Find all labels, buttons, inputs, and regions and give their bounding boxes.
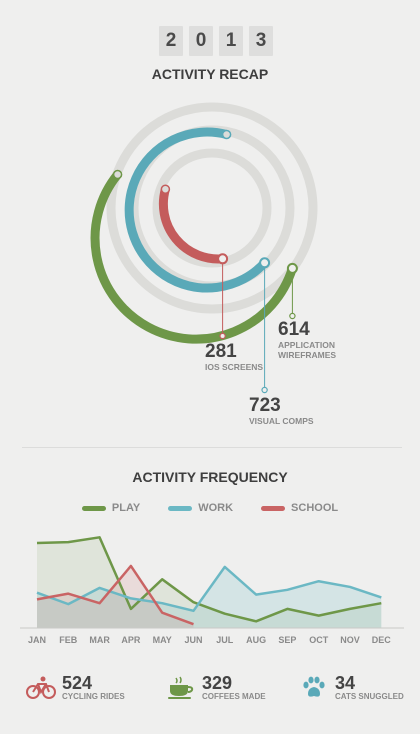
legend-label: PLAY [111, 502, 141, 514]
year-digit: 0 [189, 26, 213, 56]
stat-value: 723 [249, 395, 281, 416]
month-tick-label: AUG [246, 635, 267, 645]
leader-dot [219, 332, 226, 340]
month-tick-label: DEC [371, 635, 391, 645]
month-tick-label: FEB [59, 635, 78, 645]
ring-end-dot [286, 262, 298, 274]
footer-label: CATS SNUGGLED [335, 692, 404, 701]
legend-swatch [81, 505, 106, 511]
year-digit: 2 [159, 26, 183, 56]
ring-progress-play [90, 171, 297, 344]
legend-swatch [168, 505, 193, 511]
legend-item-work: WORK [168, 502, 233, 514]
month-tick-label: SEP [278, 635, 297, 645]
activity-frequency-title: ACTIVITY FREQUENCY [132, 469, 288, 485]
series-line-play [36, 536, 382, 623]
activity-recap-title: ACTIVITY RECAP [151, 66, 269, 82]
stat-visual-comps: 723 VISUAL COMPS [249, 395, 314, 427]
legend-label: WORK [198, 502, 234, 514]
year-digit: 1 [219, 26, 243, 56]
year-display: 2 0 1 3 [159, 26, 273, 56]
stat-value: 614 [278, 319, 310, 340]
leader-dot [261, 386, 268, 394]
stat-ios-screens: 281 IOS SCREENS [205, 341, 264, 373]
stat-label: APPLICATION [278, 340, 335, 350]
legend-label: SCHOOL [291, 502, 339, 514]
ring-start-dot [160, 184, 171, 194]
ring-progress-school [158, 187, 223, 264]
activity-rings [90, 102, 318, 394]
coffee-cup-icon [166, 675, 196, 701]
footer-stat-coffee: 329 COFFEES MADE [166, 674, 266, 702]
series-area-school [37, 565, 194, 628]
month-tick-label: MAY [152, 635, 172, 645]
footer-value: 34 [335, 673, 356, 693]
year-digit: 3 [249, 26, 273, 56]
stat-value: 281 [205, 341, 237, 362]
ring-start-dot [112, 169, 123, 180]
month-tick-label: APR [121, 635, 141, 645]
legend-item-play: PLAY [81, 502, 141, 514]
series-area-work [37, 566, 382, 628]
bicycle-icon [26, 675, 56, 701]
ring-progress-work [124, 127, 268, 293]
legend-item-school: SCHOOL [261, 502, 338, 514]
month-tick-label: OCT [309, 635, 329, 645]
paw-icon [299, 675, 329, 701]
footer-label: CYCLING RIDES [62, 692, 125, 701]
section-divider [22, 447, 402, 448]
footer-value: 329 [202, 673, 233, 693]
month-tick-label: NOV [340, 635, 360, 645]
stat-wireframes: 614 APPLICATION WIREFRAMES [278, 319, 337, 361]
month-tick-label: JUL [216, 635, 234, 645]
month-axis: JAN FEB MAR APR MAY JUN JUL AUG SEP OCT NOV DEC [22, 635, 407, 647]
ring-track-outer [106, 102, 318, 314]
footer-label: COFFEES MADE [202, 692, 266, 701]
leader-dot [289, 312, 296, 320]
month-tick-label: MAR [89, 635, 110, 645]
footer-stat-cycling: 524 CYCLING RIDES [26, 674, 125, 702]
series-area-play [37, 537, 382, 628]
chart-legend: PLAY WORK SCHOOL [0, 502, 420, 514]
month-tick-label: JAN [27, 635, 46, 645]
stat-label: WIREFRAMES [278, 350, 337, 360]
stat-label: IOS SCREENS [205, 362, 264, 372]
series-line-work [36, 565, 382, 613]
footer-value: 524 [62, 673, 93, 693]
legend-swatch [261, 505, 286, 511]
ring-start-dot [221, 129, 232, 140]
footer-stat-cats: 34 CATS SNUGGLED [299, 674, 404, 702]
month-tick-label: JUN [184, 635, 203, 645]
series-line-school [36, 564, 194, 626]
stat-label: VISUAL COMPS [249, 416, 314, 426]
